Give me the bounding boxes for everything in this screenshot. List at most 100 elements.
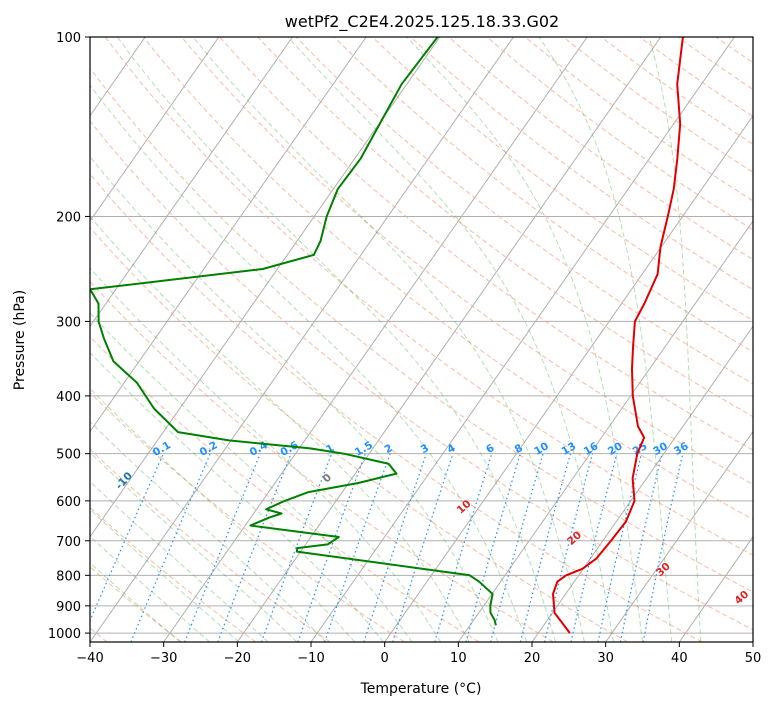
x-tick-label: 10	[450, 651, 467, 666]
dry-adiabat-label: -10	[113, 470, 135, 492]
moist-adiabat-line	[90, 508, 240, 642]
x-tick-label: 30	[597, 651, 614, 666]
dry-adiabat-line	[90, 67, 753, 593]
y-tick-label: 600	[56, 495, 81, 510]
dry-adiabat-line	[90, 226, 628, 642]
mixing-ratio-line	[619, 453, 663, 642]
moist-adiabat-line	[90, 155, 499, 642]
x-tick-label: 40	[671, 651, 688, 666]
x-tick-label: −20	[224, 651, 251, 666]
isotherm-line	[90, 37, 367, 433]
isotherm-line	[163, 37, 588, 642]
dry-adiabat-line	[677, 37, 753, 91]
dry-adiabat-line	[90, 120, 753, 631]
dewpoint-profile-line	[90, 37, 497, 626]
moist-adiabat-label: 0	[321, 472, 334, 486]
mixing-ratio-label: 0.6	[278, 439, 300, 459]
y-tick-label: 700	[56, 535, 81, 550]
mixing-ratio-line	[324, 453, 391, 642]
isotherm-line	[531, 325, 753, 642]
x-tick-label: 50	[745, 651, 762, 666]
dry-adiabat-line	[143, 37, 753, 520]
dry-adiabat-line	[104, 37, 753, 556]
chart-title: wetPf2_C2E4.2025.125.18.33.G02	[285, 12, 559, 32]
isotherm-line	[90, 37, 293, 328]
moist-adiabat-line	[538, 37, 673, 642]
isotherm-line	[605, 430, 753, 642]
dry-adiabat-line	[639, 37, 753, 118]
dry-adiabat-line	[90, 448, 331, 642]
moist-adiabat-line	[90, 451, 298, 642]
x-tick-label: −30	[150, 651, 177, 666]
dry-adiabat-line	[600, 37, 753, 145]
x-tick-label: 20	[524, 651, 541, 666]
dry-adiabat-line	[372, 37, 753, 322]
mixing-ratio-line	[570, 453, 618, 642]
plot-frame	[89, 36, 754, 643]
reference-lines	[90, 37, 775, 642]
dry-adiabat-line	[90, 335, 480, 642]
moist-adiabat-line	[90, 562, 181, 642]
isotherm-line	[236, 37, 662, 642]
y-tick-label: 800	[56, 569, 81, 584]
dry-adiabat-line	[333, 37, 753, 353]
isotherm-line	[90, 37, 514, 642]
y-tick-label: 300	[56, 315, 81, 330]
mixing-ratio-label: 36	[672, 440, 691, 458]
mixing-ratio-label: 30	[651, 440, 670, 458]
x-tick-label: 0	[381, 651, 389, 666]
mixing-ratio-line	[465, 453, 521, 642]
moist-adiabat-line	[90, 351, 384, 642]
reference-line-labels: -100-90-80-70-60-50-40-30-20-100.10.20.4…	[8, 427, 751, 607]
dry-adiabat-line	[295, 37, 753, 385]
moist-adiabat-line	[116, 37, 557, 642]
dry-adiabat-line	[257, 37, 753, 418]
dry-adiabat-line	[90, 391, 405, 642]
temperature-profile-line	[552, 37, 684, 634]
mixing-ratio-line	[217, 453, 292, 642]
isotherm-line	[678, 535, 753, 642]
mixing-ratio-line	[519, 453, 571, 642]
x-axis-title: Temperature (°C)	[360, 681, 482, 697]
dry-adiabat-label: -20	[8, 427, 30, 449]
isotherm-line	[457, 220, 753, 642]
moist-adiabat-line	[406, 37, 643, 642]
moist-adiabat-line	[287, 37, 614, 642]
dry-adiabat-line	[754, 37, 775, 642]
mixing-ratio-line	[392, 453, 454, 642]
moist-adiabat-line	[90, 535, 210, 642]
mixing-ratio-label: 13	[560, 440, 579, 458]
moist-adiabat-line	[90, 267, 442, 642]
y-tick-label: 500	[56, 448, 81, 463]
dry-adiabat-line	[90, 280, 554, 642]
mixing-ratio-line	[184, 453, 261, 642]
moist-adiabat-line	[90, 387, 356, 642]
dry-adiabat-line	[90, 566, 182, 642]
mixing-ratio-line	[597, 453, 643, 642]
moist-adiabat-line	[192, 37, 585, 642]
mixing-ratio-label: 10	[532, 440, 551, 458]
moist-adiabat-line	[90, 480, 269, 642]
dry-adiabat-line	[90, 506, 257, 642]
mixing-ratio-line	[297, 453, 366, 642]
isotherm-line	[90, 37, 220, 222]
x-tick-label: −40	[76, 651, 103, 666]
y-axis-title: Pressure (hPa)	[12, 290, 28, 390]
y-tick-label: 400	[56, 390, 81, 405]
moist-adiabat-label: 40	[732, 588, 751, 607]
isotherm-line	[0, 37, 72, 642]
moist-adiabat-line	[90, 420, 327, 642]
mixing-ratio-label: 20	[606, 440, 625, 458]
isotherm-line	[90, 37, 441, 538]
mixing-ratio-label: 0.1	[151, 439, 173, 459]
mixing-ratio-line	[642, 453, 684, 642]
axes: −40 −30 −20 −10 0 10 20 30 40 5010020030040050060…	[48, 31, 761, 666]
y-tick-label: 900	[56, 600, 81, 615]
moist-adiabat-line	[90, 215, 470, 642]
y-tick-label: 1000	[48, 627, 81, 642]
background-grid	[0, 37, 753, 642]
mixing-ratio-line	[130, 453, 211, 642]
mixing-ratio-line	[363, 453, 427, 642]
mixing-ratio-line	[260, 453, 333, 642]
